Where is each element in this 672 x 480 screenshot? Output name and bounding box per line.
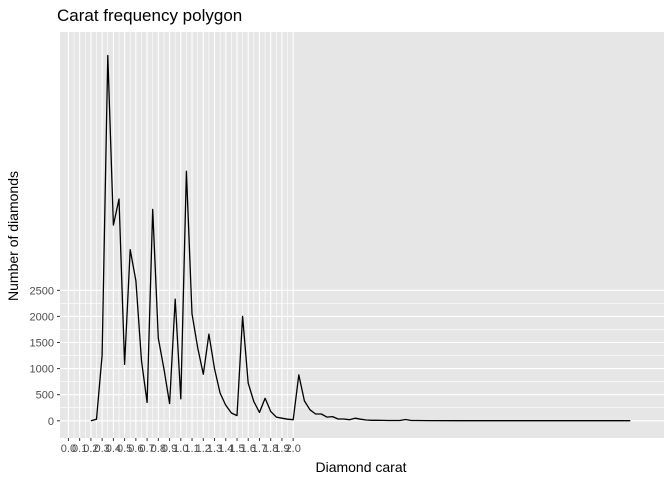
x-tick-label: 1.8 [263, 443, 278, 455]
x-axis-title: Diamond carat [315, 459, 406, 475]
x-tick-label: 0.8 [151, 443, 166, 455]
x-tick-label: 0.0 [61, 443, 76, 455]
x-tick-label: 1.2 [196, 443, 211, 455]
x-axis-ticks: 0.00.10.20.30.40.50.60.70.80.91.01.11.21… [61, 438, 301, 455]
grid-minor [60, 32, 664, 438]
x-tick-label: 1.4 [218, 443, 233, 455]
x-tick-label: 0.9 [162, 443, 177, 455]
x-tick-label: 2.0 [286, 443, 301, 455]
x-tick-label: 0.7 [139, 443, 154, 455]
x-tick-label: 1.0 [173, 443, 188, 455]
x-tick-label: 1.7 [252, 443, 267, 455]
plot-panel [60, 32, 664, 438]
series-line [90, 54, 631, 422]
y-tick-label: 1500 [30, 338, 54, 350]
chart-title: Carat frequency polygon [57, 6, 242, 25]
x-tick-label: 0.3 [94, 443, 109, 455]
y-tick-label: 500 [36, 390, 54, 402]
x-tick-label: 1.3 [207, 443, 222, 455]
x-tick-label: 1.6 [241, 443, 256, 455]
y-tick-label: 2000 [30, 311, 54, 323]
y-tick-label: 2500 [30, 285, 54, 297]
series-lines [90, 54, 631, 422]
x-tick-label: 1.9 [274, 443, 289, 455]
x-tick-label: 0.2 [83, 443, 98, 455]
x-tick-label: 0.1 [72, 443, 87, 455]
y-axis-title: Number of diamonds [5, 171, 21, 301]
x-tick-label: 0.4 [106, 443, 121, 455]
y-axis-ticks: 0 500 1000 1500 2000 2500 [30, 285, 60, 428]
x-tick-label: 1.5 [229, 443, 244, 455]
x-tick-label: 0.5 [117, 443, 132, 455]
y-tick-label: 0 [48, 416, 54, 428]
y-tick-label: 1000 [30, 364, 54, 376]
x-tick-label: 0.6 [128, 443, 143, 455]
x-tick-label: 1.1 [184, 443, 199, 455]
